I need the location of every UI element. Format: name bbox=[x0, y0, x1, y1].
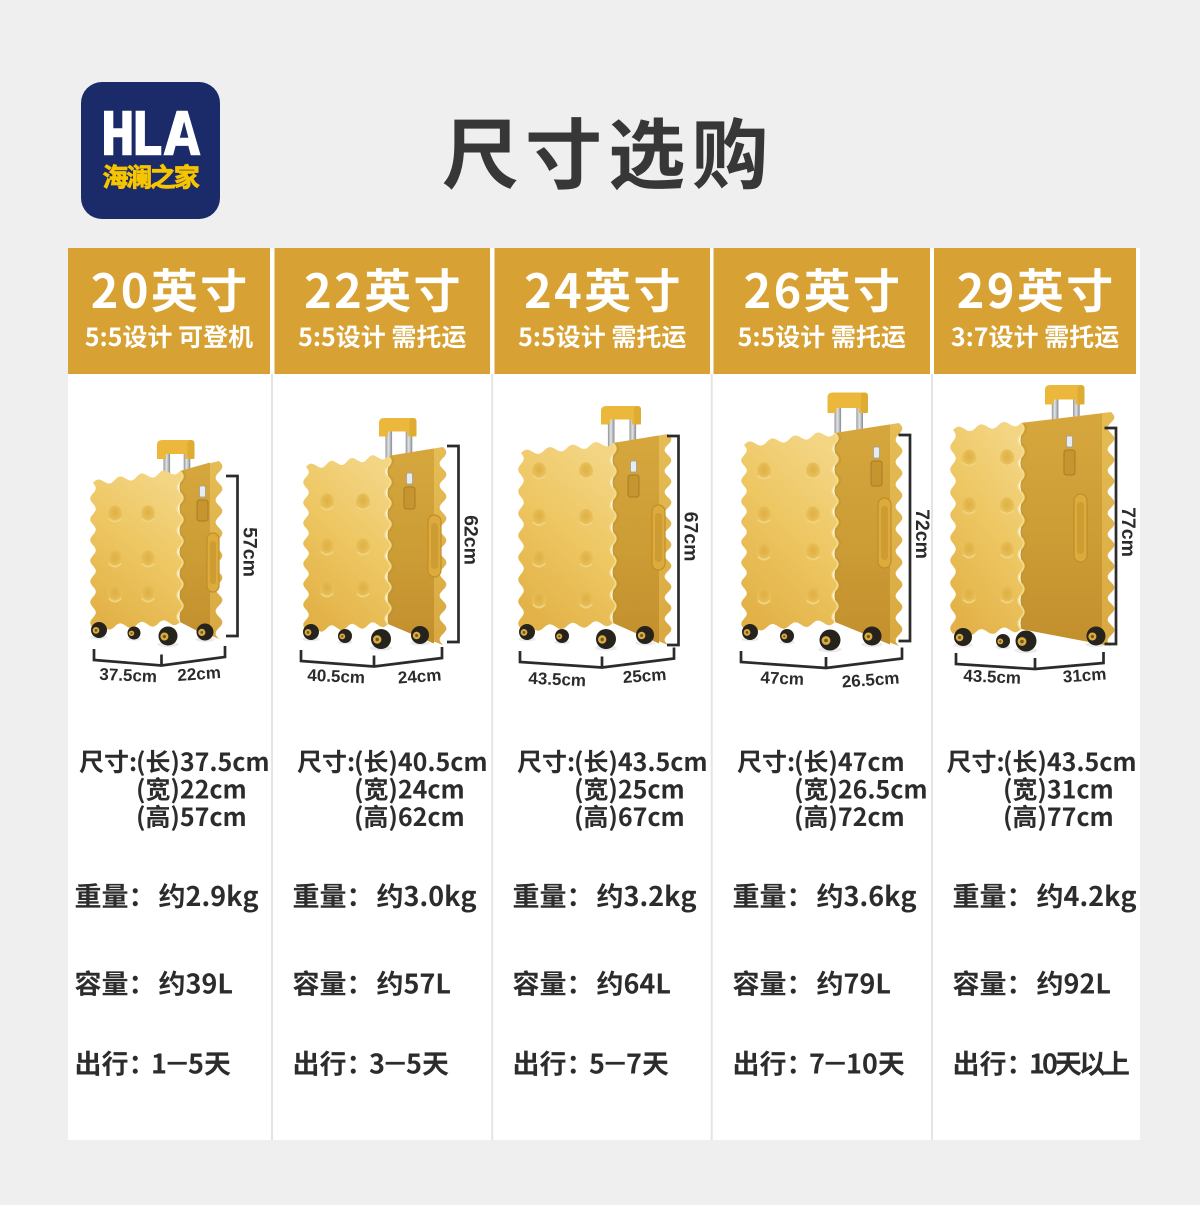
svg-text:26.5cm: 26.5cm bbox=[841, 669, 900, 692]
svg-text:24cm: 24cm bbox=[397, 666, 442, 688]
svg-text:47cm: 47cm bbox=[760, 668, 804, 689]
svg-text:37.5cm: 37.5cm bbox=[99, 665, 157, 686]
svg-text:72cm: 72cm bbox=[911, 509, 933, 559]
svg-text:31cm: 31cm bbox=[1062, 665, 1107, 687]
svg-text:57cm: 57cm bbox=[239, 527, 261, 577]
svg-text:43.5cm: 43.5cm bbox=[528, 669, 586, 690]
svg-text:77cm: 77cm bbox=[1117, 507, 1139, 557]
svg-text:67cm: 67cm bbox=[680, 512, 702, 562]
svg-text:25cm: 25cm bbox=[622, 665, 667, 687]
svg-text:62cm: 62cm bbox=[460, 515, 482, 565]
svg-text:22cm: 22cm bbox=[177, 663, 222, 685]
svg-text:40.5cm: 40.5cm bbox=[307, 666, 365, 687]
svg-text:43.5cm: 43.5cm bbox=[963, 666, 1021, 687]
